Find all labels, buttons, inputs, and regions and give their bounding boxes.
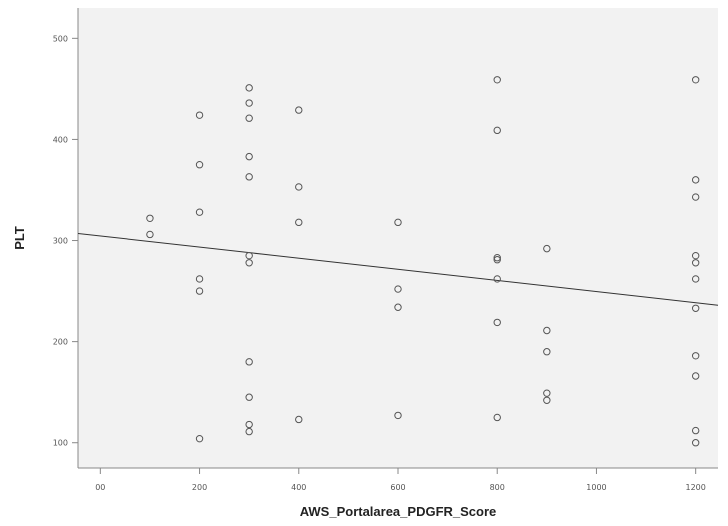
x-tick-label: 00 [95,483,105,492]
data-point [493,254,501,262]
data-point [245,99,253,107]
data-point [691,426,700,435]
x-tick-label: 600 [390,483,405,492]
data-point [195,287,204,295]
data-point [245,358,253,366]
data-point [195,434,204,443]
y-tick-label: 100 [53,439,68,448]
y-tick-label: 300 [53,237,68,246]
data-point [245,84,253,92]
data-point [245,427,253,436]
x-tick-label: 400 [291,483,306,492]
data-point [245,251,253,260]
y-axis-title: PLT [12,226,27,250]
x-axis-title: AWS_Portalarea_PDGFR_Score [300,504,497,519]
data-point [295,218,303,227]
data-point [493,318,501,327]
data-point [543,326,551,335]
data-point [691,76,700,84]
data-point [295,183,303,191]
data-point [245,173,253,181]
data-point [493,76,501,84]
data-point [543,396,551,404]
data-point [146,230,154,239]
data-point [295,415,303,424]
data-point [691,259,700,267]
data-point [543,389,551,397]
data-point [493,275,501,283]
x-tick-label: 800 [490,483,505,492]
data-point [195,161,204,169]
x-axis-ticks: 00 200 400 600 800 1000 1200 [95,468,706,492]
data-point [295,106,303,114]
data-point [394,411,402,420]
data-point [493,413,501,422]
fit-line [77,232,719,306]
data-point [543,348,551,356]
data-point [691,275,700,283]
x-tick-label: 1200 [685,483,705,492]
data-point [245,114,253,122]
y-tick-label: 500 [53,34,68,43]
data-point [195,208,204,216]
data-point [245,259,253,267]
data-point [245,393,253,401]
data-point [493,256,501,264]
data-points [146,76,700,447]
data-point [146,214,154,222]
y-axis-ticks: 100 200 300 400 500 [53,34,78,448]
data-point [691,372,700,380]
data-point [245,152,253,161]
data-point [691,193,700,201]
data-point [394,303,402,311]
data-point [543,244,551,253]
data-point [691,352,700,360]
y-tick-label: 400 [53,135,68,144]
plot-area [78,8,718,468]
x-tick-label: 1000 [586,483,606,492]
data-point [195,111,204,119]
data-point [394,218,402,227]
y-tick-label: 200 [53,338,68,347]
data-point [691,304,700,312]
data-point [245,420,253,429]
fit-line-layer [77,232,719,306]
data-point [691,439,700,447]
data-point [195,275,204,283]
x-tick-label: 200 [192,483,207,492]
data-point [691,251,700,260]
data-point [493,126,501,135]
data-point [691,176,700,184]
data-point [394,285,402,293]
